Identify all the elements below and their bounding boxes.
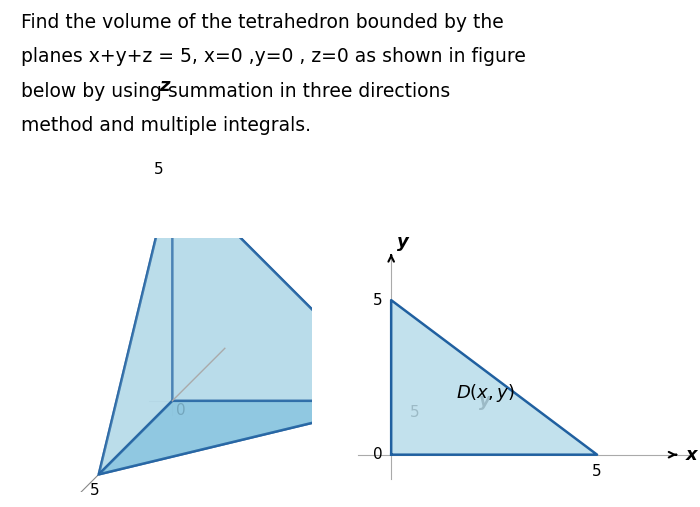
Text: Find the volume of the tetrahedron bounded by the: Find the volume of the tetrahedron bound… bbox=[21, 13, 504, 31]
Polygon shape bbox=[99, 401, 403, 475]
Text: method and multiple integrals.: method and multiple integrals. bbox=[21, 116, 311, 135]
Text: 5: 5 bbox=[592, 464, 602, 479]
Text: 5: 5 bbox=[410, 405, 419, 420]
Text: below by using summation in three directions: below by using summation in three direct… bbox=[21, 82, 450, 100]
Text: 5: 5 bbox=[90, 483, 100, 498]
Text: x: x bbox=[685, 446, 697, 464]
Text: 5: 5 bbox=[373, 293, 383, 308]
Text: 0: 0 bbox=[373, 447, 383, 462]
Text: y: y bbox=[479, 392, 491, 410]
Polygon shape bbox=[99, 170, 172, 475]
Text: 0: 0 bbox=[176, 403, 186, 418]
Polygon shape bbox=[172, 170, 403, 401]
Text: $D(x,y)$: $D(x,y)$ bbox=[456, 382, 515, 404]
Text: 5: 5 bbox=[154, 162, 163, 177]
Polygon shape bbox=[99, 170, 403, 475]
Text: z: z bbox=[160, 77, 170, 95]
Text: y: y bbox=[398, 233, 409, 250]
Text: planes x+y+z = 5, x=0 ,y=0 , z=0 as shown in figure: planes x+y+z = 5, x=0 ,y=0 , z=0 as show… bbox=[21, 47, 526, 66]
Polygon shape bbox=[391, 300, 597, 455]
